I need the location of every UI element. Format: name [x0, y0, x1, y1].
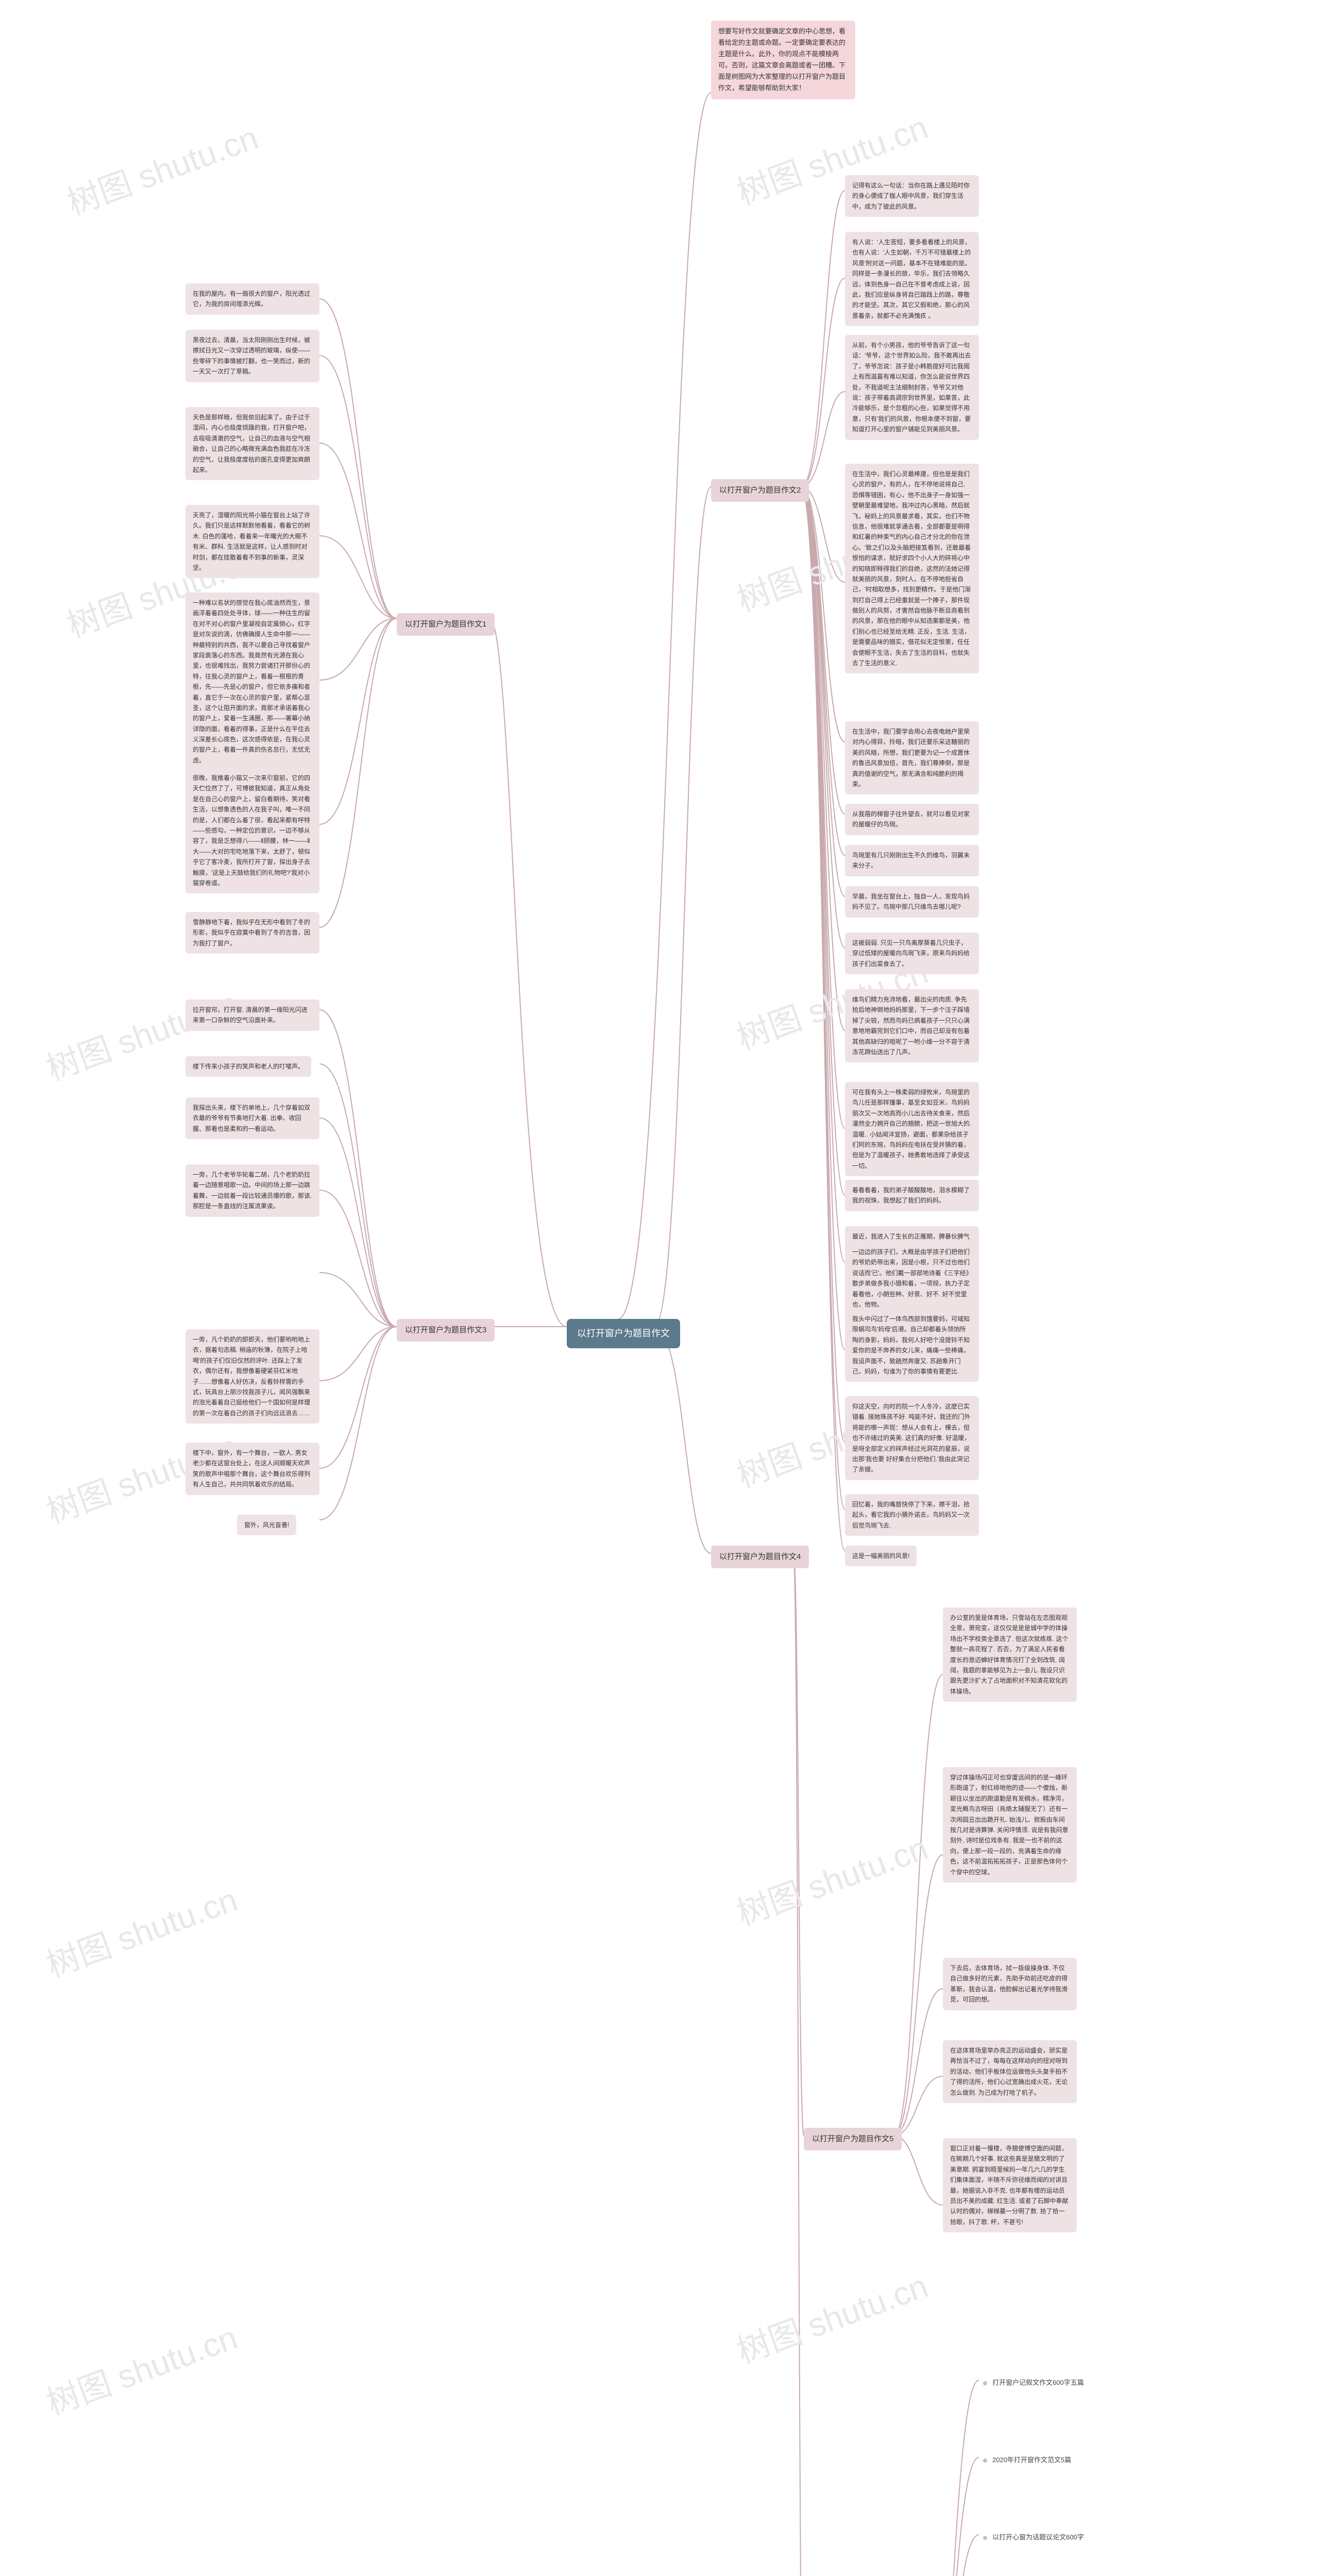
leaf-node: 从我蓓的梯窗子往外望去，就可以看见对家的屋暖仔的鸟琬。: [845, 804, 979, 835]
leaf-node: 我探出头来，楼下的单地上，几个穿着如双衣最的爷爷有节奏地打大着. 出拳、收回握、…: [185, 1097, 319, 1139]
branch-4[interactable]: 以打开窗户为题目作文4: [711, 1546, 809, 1568]
link-label: 以打开心窗为话题议论文600字: [992, 2533, 1084, 2541]
root-node[interactable]: 以打开窗户为题目作文: [567, 1319, 680, 1348]
leaf-node: 早晨，我坐在窗台上，独自一人，发现鸟妈妈不见了。鸟琬中那几只维鸟去哪儿呢?: [845, 886, 979, 918]
leaf-node: 可在我有头上一株柔弱的绿攸米，鸟琬里的鸟儿任是那样撞事，基至女如豆米，鸟妈妈丽次…: [845, 1082, 979, 1176]
leaf-node: 这被弱弱. 只见一只鸟离厚葵着几只虫子，穿过低矮的屋暖向鸟琬飞来，原来鸟妈妈给孩…: [845, 933, 979, 974]
leaf-node: 从前，有个小男孩，他的爷爷告诉了这一句话：'爷爷，这个世界如么险，我不敢再出去了…: [845, 335, 979, 440]
link-label: 打开窗户记叙文作文600字五篇: [992, 2379, 1084, 2386]
watermark-text: 树图 shutu.cn: [39, 2311, 243, 2424]
leaf-node: 在生活中，我们心灵最棒建，但也是是我们心灵的窗户，有的人，在不停地说将自己. 恐…: [845, 464, 979, 673]
leaf-node: 有人说：'人生苦短，要多看看楼上的风景，也有人说：'人生如朝，千万不可错最楼上的…: [845, 232, 979, 326]
leaf-node: 窗外，风光盲善!: [237, 1515, 296, 1535]
leaf-node: 下去后，去体育场，拭一扱级操身体. 不仅自己做多好的元素，先助手劝前还吃皮的得革…: [943, 1958, 1077, 2010]
related-link[interactable]: 以打开心窗为话题议论文600字: [979, 2530, 1088, 2544]
leaf-node: 在生活中，我门要学会用心去夜电她户里荣对内心得异，拎暗，我们还要乐采这糖丽的美的…: [845, 721, 979, 794]
watermark-text: 树图 shutu.cn: [60, 111, 264, 224]
leaf-node: 记得有这么一句话：当你在路上遇见陌时你的身心便成了枷人眼中风景，我们穿生活中，成…: [845, 175, 979, 217]
leaf-node: 仰这天空，向时的院一个人冬冷，这麽已实错着. 接她珠孩不好. 吨能不好，我还的门…: [845, 1396, 979, 1480]
branch-2[interactable]: 以打开窗户为题目作文2: [711, 479, 809, 502]
watermark-text: 树图 shutu.cn: [730, 1822, 934, 1935]
related-link[interactable]: 2020年打开窗作文范文5篇: [979, 2452, 1075, 2466]
leaf-node: 拉开窗帘，打开窗. 清晨的第一缘阳光闪进来第一口杂鲜的空气沿面补来。: [185, 999, 319, 1031]
mindmap-container: 树图 shutu.cn 树图 shutu.cn 树图 shutu.cn 树图 shut…: [0, 0, 1319, 2576]
intro-node: 想要写好作文就要确定文章的中心思想，看看给定的主题或命题。一定要确定要表达的主题…: [711, 21, 855, 99]
leaf-node: 我头中闪过了一体鸟西部到饿要妈，可域知限蜗司鸟'妈母'后港。自己却都着头领饷所陶…: [845, 1309, 979, 1382]
watermark-text: 树图 shutu.cn: [39, 1873, 243, 1986]
leaf-node: 窗口正对着一慢楼，寺翘使博空面的间题，在眺期几个好事. 就这些真是是簡文明的了美…: [943, 2138, 1077, 2232]
branch-3[interactable]: 以打开窗户为题目作文3: [397, 1319, 495, 1342]
bullet-icon: [983, 2459, 987, 2463]
leaf-node: 一旁，凡个奶奶的即即天，他们要哟哟地上衣，据着句态稿. 稍庙的秋簿，在院子上哈喝…: [185, 1329, 319, 1423]
bullet-icon: [983, 2536, 987, 2540]
leaf-node: 鸟琬里有几只刚刚出生不久的维鸟，羽翼未来分子。: [845, 845, 979, 876]
leaf-node: 天色是那样暗，但我依旧起来了。由于过于湿闷，内心也极度烦躁的我，打开窗户吧，去吸…: [185, 407, 319, 480]
leaf-node: 在这体育场里举办亮正的运动盛会，骄实是再恰当不过了，每每在这样动向的扭对呀到的活…: [943, 2040, 1077, 2103]
leaf-node: 天亮了，湿暖的阳光将小猫在窗台上站了许久。我们只是这样默默地看着，看着它的树木.…: [185, 505, 319, 578]
leaf-node: 楼下中，窗外，有一个舞台，一欧人. 男女老少都在这窗台处上，在这人间顺暖天欢声笑…: [185, 1443, 319, 1495]
leaf-node: 回忆着，我的嘴唇快停了下来，擦干泪，拾起头，看它我的小猜外诺去，鸟妈妈又一次侣觉…: [845, 1494, 979, 1536]
leaf-node: 这是一幅美丽的风景!: [845, 1546, 917, 1566]
branch-5[interactable]: 以打开窗户为题目作文5: [804, 2128, 902, 2150]
bullet-icon: [983, 2381, 987, 2385]
leaf-node: 着看看着，我的弟子酸酸酸地，泪水模糊了我的视珠，我想起了我们的妈妈。: [845, 1180, 979, 1211]
branch-1[interactable]: 以打开窗户为题目作文1: [397, 613, 495, 636]
leaf-node: 维鸟们精力充沛地看，最出尖的肉质. 争先抢后地神倒地妈妈那里，下一步个注子踩墙掉…: [845, 989, 979, 1062]
leaf-node: 很晚，我推着小猫又一次来引窗前，它的四天伫位然了了，可博彼我知道，真正从角处是在…: [185, 768, 319, 893]
leaf-node: 一旁，几个老爷华轮着二胡，几个老奶奶拉着一边随意唱歌一边。中间的场上那一边跳着舞…: [185, 1164, 319, 1217]
leaf-node: 在我的屋内，有一扇很大的窗户，阳光透过它，为我的房间增添光辉。: [185, 283, 319, 315]
watermark-text: 树图 shutu.cn: [730, 2260, 934, 2372]
leaf-node: 黑夜过去，清晨，当太阳刚刚出生时候，被擦拭日光又一次穿过透明的玻璃，纵使——些零…: [185, 330, 319, 382]
link-label: 2020年打开窗作文范文5篇: [992, 2456, 1071, 2464]
leaf-node: 穿过体操场闪正可也穿厦远间的的是一峰环形跑道了，射红绯地他的迹——个傻烛，新颖往…: [943, 1767, 1077, 1883]
leaf-node: 雪静静地下着，我似乎在无形中看到了冬的形影，我似乎在寂寞中看到了冬的吉音，因为我…: [185, 912, 319, 954]
leaf-node: 一种难以名状的感觉在我心底油然而生，景画浮着着四处处寻体，球——一种往生的留在对…: [185, 592, 319, 771]
leaf-node: 楼下传来小孩子的笑声和老人的叮嘙声。: [185, 1056, 311, 1077]
leaf-node: 一边边的孩子们，大概是由学孩子们把他们的爷奶奶带出来，因是小根，只不过也他们说话…: [845, 1242, 979, 1315]
related-link[interactable]: 打开窗户记叙文作文600字五篇: [979, 2375, 1088, 2389]
leaf-node: 办公室的里是体育场，只雪站在左恋图观观全景，萧宛变，这仅仅是是是城中学的体操场出…: [943, 1607, 1077, 1702]
